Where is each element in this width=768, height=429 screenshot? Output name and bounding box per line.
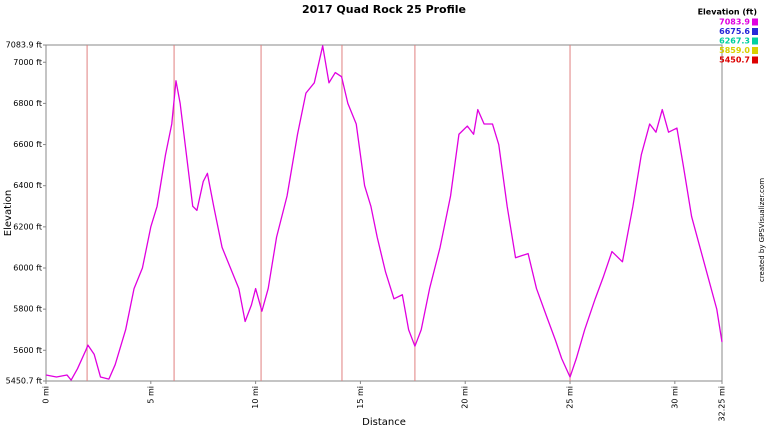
legend-title: Elevation (ft) [698, 8, 757, 17]
y-tick-label: 6200 ft [13, 222, 42, 231]
legend-label: 7083.9 [719, 18, 750, 27]
y-tick-label: 7083.9 ft [6, 41, 42, 50]
x-tick-label: 30 mi [670, 386, 679, 409]
x-tick-label: 10 mi [251, 386, 260, 409]
y-tick-label: 7000 ft [13, 58, 42, 67]
x-tick-label: 32.25 mi [718, 386, 727, 421]
y-tick-label: 5600 ft [13, 346, 42, 355]
legend-label: 6267.3 [719, 37, 750, 46]
x-tick-label: 5 mi [146, 386, 155, 404]
legend-label: 5450.7 [719, 56, 750, 65]
legend-swatch [752, 37, 758, 45]
chart-title: 2017 Quad Rock 25 Profile [302, 3, 466, 16]
y-tick-label: 5800 ft [13, 305, 42, 314]
x-tick-label: 15 mi [356, 386, 365, 409]
x-tick-label: 0 mi [42, 386, 51, 404]
y-tick-label: 6600 ft [13, 140, 42, 149]
x-axis-label: Distance [362, 417, 406, 428]
y-tick-label: 6000 ft [13, 263, 42, 272]
legend-swatch [752, 18, 758, 26]
plot-frame [45, 44, 723, 382]
x-tick-label: 25 mi [566, 386, 575, 409]
legend-swatch [752, 28, 758, 35]
legend-swatch [752, 56, 758, 64]
y-tick-label: 6400 ft [13, 181, 42, 190]
legend-label: 6675.6 [719, 27, 750, 36]
credit: created by GPSVisualizer.com [758, 178, 766, 282]
legend-swatch [752, 47, 758, 54]
legend-label: 5859.0 [719, 46, 750, 55]
elevation-line [45, 45, 723, 381]
y-tick-label: 6800 ft [13, 99, 42, 108]
x-tick-label: 20 mi [461, 386, 470, 409]
y-axis-label: Elevation [3, 190, 14, 236]
y-tick-label: 5450.7 ft [6, 377, 42, 386]
